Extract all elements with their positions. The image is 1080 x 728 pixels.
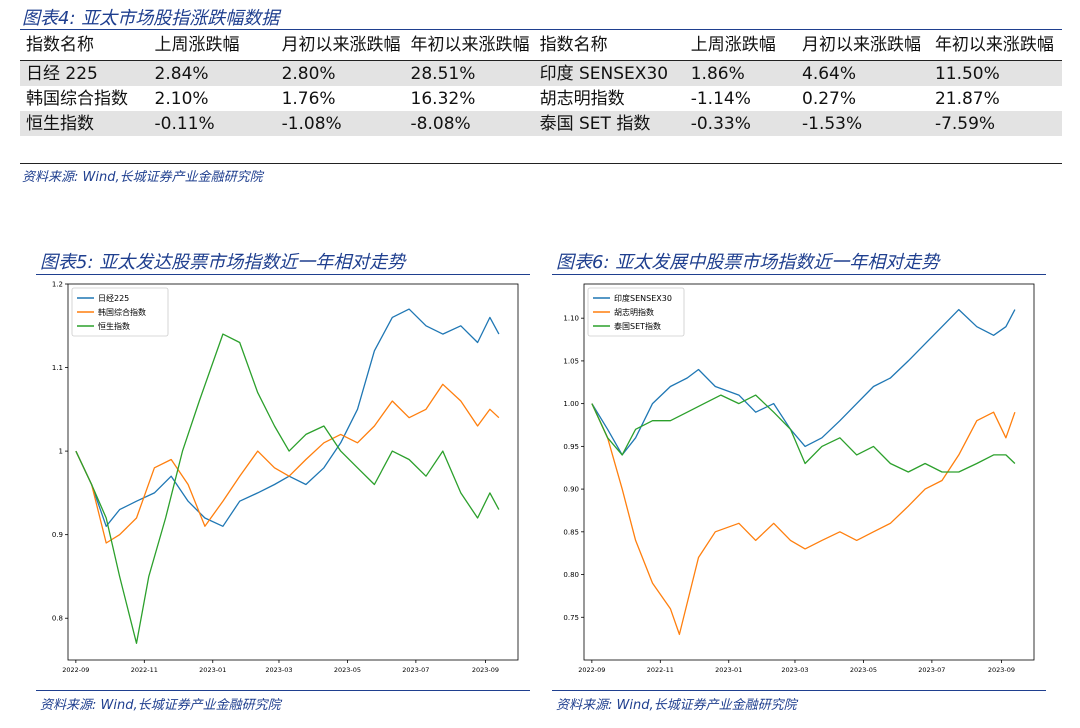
x-tick-label: 2023-07 [402, 666, 429, 674]
y-tick-label: 0.85 [563, 528, 579, 536]
x-tick-label: 2023-01 [199, 666, 226, 674]
table-bottom-rule [20, 163, 1062, 164]
legend-label: 韩国综合指数 [98, 307, 146, 317]
table-cell: 2.84% [148, 60, 276, 86]
table-header-cell: 指数名称 [533, 32, 685, 61]
fig5-title: 图表5: 亚太发达股票市场指数近一年相对走势 [40, 252, 406, 273]
legend-box [587, 287, 685, 337]
table-cell: 印度 SENSEX30 [533, 60, 685, 86]
table-cell: 0.27% [802, 89, 857, 109]
table-cell: 胡志明指数 [539, 89, 625, 109]
plot-frame [583, 283, 1035, 661]
table-cell: 1.86% [684, 60, 797, 86]
x-tick-label: 2022-11 [131, 666, 158, 674]
y-tick-label: 1.00 [563, 400, 579, 408]
fig6-source-rule [552, 690, 1046, 691]
y-tick-label: 0.8 [52, 615, 63, 623]
y-tick-label: 1 [59, 448, 63, 456]
table-cell: -0.33% [684, 111, 797, 136]
x-tick-label: 2023-05 [334, 666, 361, 674]
table-cell: 恒生指数 [20, 111, 149, 136]
legend-label: 恒生指数 [98, 321, 130, 331]
table-header-cell: 年初以来涨跌幅 [928, 32, 1062, 61]
x-tick-label: 2023-07 [918, 666, 945, 674]
fig5-chart: 0.8 0.9 1 1.1 1.2 2022-09 2022-11 2023-01 2023-0… [52, 281, 519, 674]
table-row: 恒生指数 -0.11% -1.08% -8.08% 泰国 SET 指数 -0.3… [20, 111, 1062, 136]
table-cell: 1.76% [281, 89, 336, 109]
table-cell: -1.53% [796, 111, 929, 136]
table-cell: 16.32% [410, 89, 476, 109]
table-cell: -1.08% [275, 111, 405, 136]
table-header-cell: 指数名称 [20, 32, 149, 61]
table-cell: 泰国 SET 指数 [533, 111, 685, 136]
table-cell: -7.59% [928, 111, 1062, 136]
x-tick-label: 2023-01 [715, 666, 742, 674]
fig6-source: 资料来源: Wind,长城证券产业金融研究院 [556, 698, 797, 713]
y-tick-label: 0.80 [563, 571, 579, 579]
table-source: 资料来源: Wind,长城证券产业金融研究院 [22, 170, 263, 185]
series-line [591, 308, 1016, 456]
fig6-title: 图表6: 亚太发展中股票市场指数近一年相对走势 [556, 252, 940, 273]
table-header-cell: 年初以来涨跌幅 [404, 32, 534, 61]
x-tick-label: 2023-09 [988, 666, 1015, 674]
y-tick-label: 1.05 [563, 357, 579, 365]
table-cell: 4.64% [796, 60, 929, 86]
table-cell: 2.10% [154, 89, 209, 109]
table-cell: -1.14% [690, 89, 751, 109]
series-line [591, 394, 1016, 473]
fig5-title-rule [36, 274, 530, 275]
table-cell: 28.51% [404, 60, 534, 86]
index-table: 指数名称 上周涨跌幅 月初以来涨跌幅 年初以来涨跌幅 指数名称 上周涨跌幅 月初… [20, 32, 1062, 136]
y-tick-label: 0.95 [563, 443, 579, 451]
series-line [75, 383, 500, 544]
table-header-cell: 月初以来涨跌幅 [796, 32, 929, 61]
table-header-cell: 月初以来涨跌幅 [275, 32, 405, 61]
y-tick-label: 1.10 [563, 315, 579, 323]
fig5-source-rule [36, 690, 530, 691]
table-row: 韩国综合指数 2.10% 1.76% 16.32% 胡志明指数 -1.14% 0… [20, 86, 1062, 111]
x-tick-label: 2023-03 [265, 666, 292, 674]
fig6-title-rule [552, 274, 1046, 275]
fig6-chart: 0.75 0.80 0.85 0.90 0.95 1.00 1.05 1.10 2022-09 2… [563, 283, 1035, 674]
table-cell: 21.87% [934, 89, 1000, 109]
table-header-cell: 上周涨跌幅 [684, 32, 797, 61]
x-tick-label: 2023-05 [850, 666, 877, 674]
table-cell: -8.08% [404, 111, 534, 136]
y-tick-label: 1.2 [52, 281, 63, 289]
x-tick-label: 2022-09 [62, 666, 89, 674]
table-title-rule [20, 29, 1062, 30]
table-row: 日经 225 2.84% 2.80% 28.51% 印度 SENSEX30 1.… [20, 60, 1062, 86]
y-tick-label: 0.9 [52, 531, 63, 539]
table-header-cell: 上周涨跌幅 [148, 32, 276, 61]
series-line [591, 403, 1016, 636]
x-tick-label: 2023-03 [781, 666, 808, 674]
x-tick-label: 2022-11 [647, 666, 674, 674]
fig5-source: 资料来源: Wind,长城证券产业金融研究院 [40, 698, 281, 713]
y-tick-label: 0.75 [563, 614, 579, 622]
legend-box [71, 287, 169, 337]
y-tick-label: 1.1 [52, 364, 63, 372]
table-cell: 韩国综合指数 [26, 89, 128, 109]
table-cell: 2.80% [275, 60, 405, 86]
series-line [75, 333, 500, 644]
x-tick-label: 2023-09 [472, 666, 499, 674]
legend-label: 胡志明指数 [614, 307, 654, 317]
legend-label: 泰国SET指数 [614, 321, 661, 331]
legend-label: 日经225 [98, 293, 129, 303]
table-header-row: 指数名称 上周涨跌幅 月初以来涨跌幅 年初以来涨跌幅 指数名称 上周涨跌幅 月初… [20, 32, 1062, 61]
x-tick-label: 2022-09 [578, 666, 605, 674]
table-cell: -0.11% [148, 111, 276, 136]
table-cell: 11.50% [928, 60, 1062, 86]
legend-label: 印度SENSEX30 [614, 293, 672, 303]
table-cell: 日经 225 [20, 60, 149, 86]
table-title: 图表4: 亚太市场股指涨跌幅数据 [22, 8, 280, 29]
y-tick-label: 0.90 [563, 486, 579, 494]
